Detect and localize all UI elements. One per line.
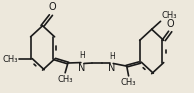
Text: O: O — [48, 2, 56, 12]
Text: CH₃: CH₃ — [121, 78, 136, 87]
Text: H: H — [79, 51, 85, 60]
Text: N: N — [108, 63, 115, 73]
Text: N: N — [78, 63, 86, 73]
Text: H: H — [109, 52, 115, 61]
Text: CH₃: CH₃ — [57, 75, 73, 84]
Text: CH₃: CH₃ — [3, 54, 18, 64]
Text: CH₃: CH₃ — [161, 11, 177, 20]
Text: O: O — [167, 19, 175, 29]
